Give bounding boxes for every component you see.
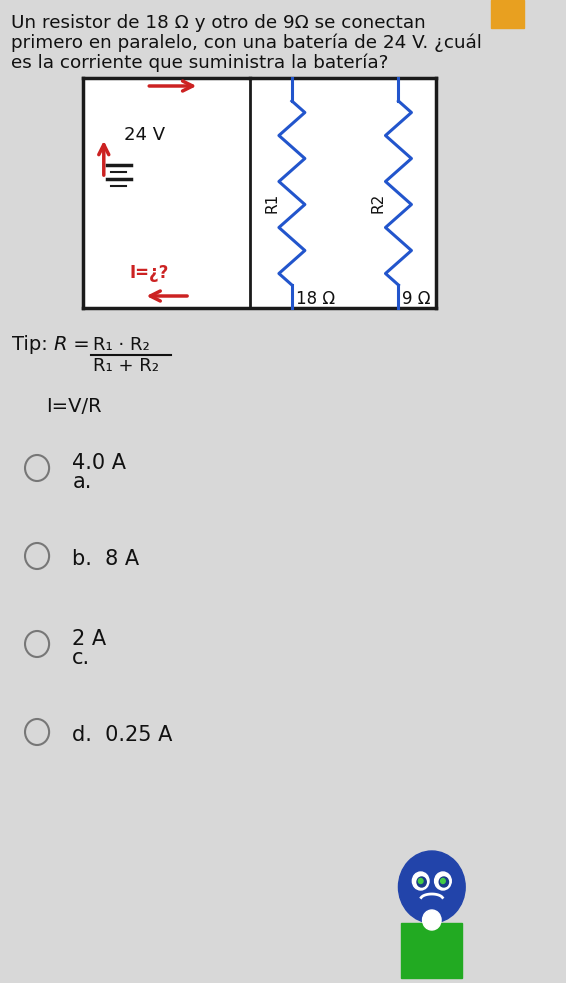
Text: es la corriente que suministra la batería?: es la corriente que suministra la baterí… — [11, 54, 388, 73]
Text: 4.0 A: 4.0 A — [72, 453, 126, 473]
Circle shape — [435, 872, 451, 890]
Text: R₁ · R₂: R₁ · R₂ — [93, 336, 149, 354]
Bar — [401, 923, 462, 978]
Text: Tip:: Tip: — [12, 335, 54, 354]
Circle shape — [417, 877, 426, 887]
Text: 24 V: 24 V — [124, 126, 165, 144]
Text: 9 Ω: 9 Ω — [402, 290, 431, 308]
Circle shape — [440, 879, 445, 884]
Bar — [491, 0, 525, 28]
Text: R₁ + R₂: R₁ + R₂ — [93, 357, 158, 375]
Text: primero en paralelo, con una batería de 24 V. ¿cuál: primero en paralelo, con una batería de … — [11, 34, 482, 52]
Circle shape — [418, 879, 423, 884]
Text: I=V/R: I=V/R — [46, 397, 102, 416]
Text: 2 A: 2 A — [72, 629, 106, 649]
Circle shape — [398, 851, 465, 923]
Text: =: = — [67, 335, 96, 354]
Circle shape — [423, 910, 441, 930]
Circle shape — [439, 877, 448, 887]
Bar — [83, 78, 435, 308]
Text: R: R — [54, 335, 67, 354]
Text: I=¿?: I=¿? — [130, 264, 169, 282]
Text: 18 Ω: 18 Ω — [295, 290, 335, 308]
Text: Un resistor de 18 Ω y otro de 9Ω se conectan: Un resistor de 18 Ω y otro de 9Ω se cone… — [11, 14, 426, 32]
Text: d.  0.25 A: d. 0.25 A — [72, 725, 173, 745]
Text: b.  8 A: b. 8 A — [72, 549, 139, 569]
Circle shape — [413, 872, 429, 890]
Text: R2: R2 — [371, 193, 385, 213]
Text: R1: R1 — [264, 193, 279, 213]
Text: c.: c. — [72, 648, 91, 668]
Text: a.: a. — [72, 472, 92, 492]
